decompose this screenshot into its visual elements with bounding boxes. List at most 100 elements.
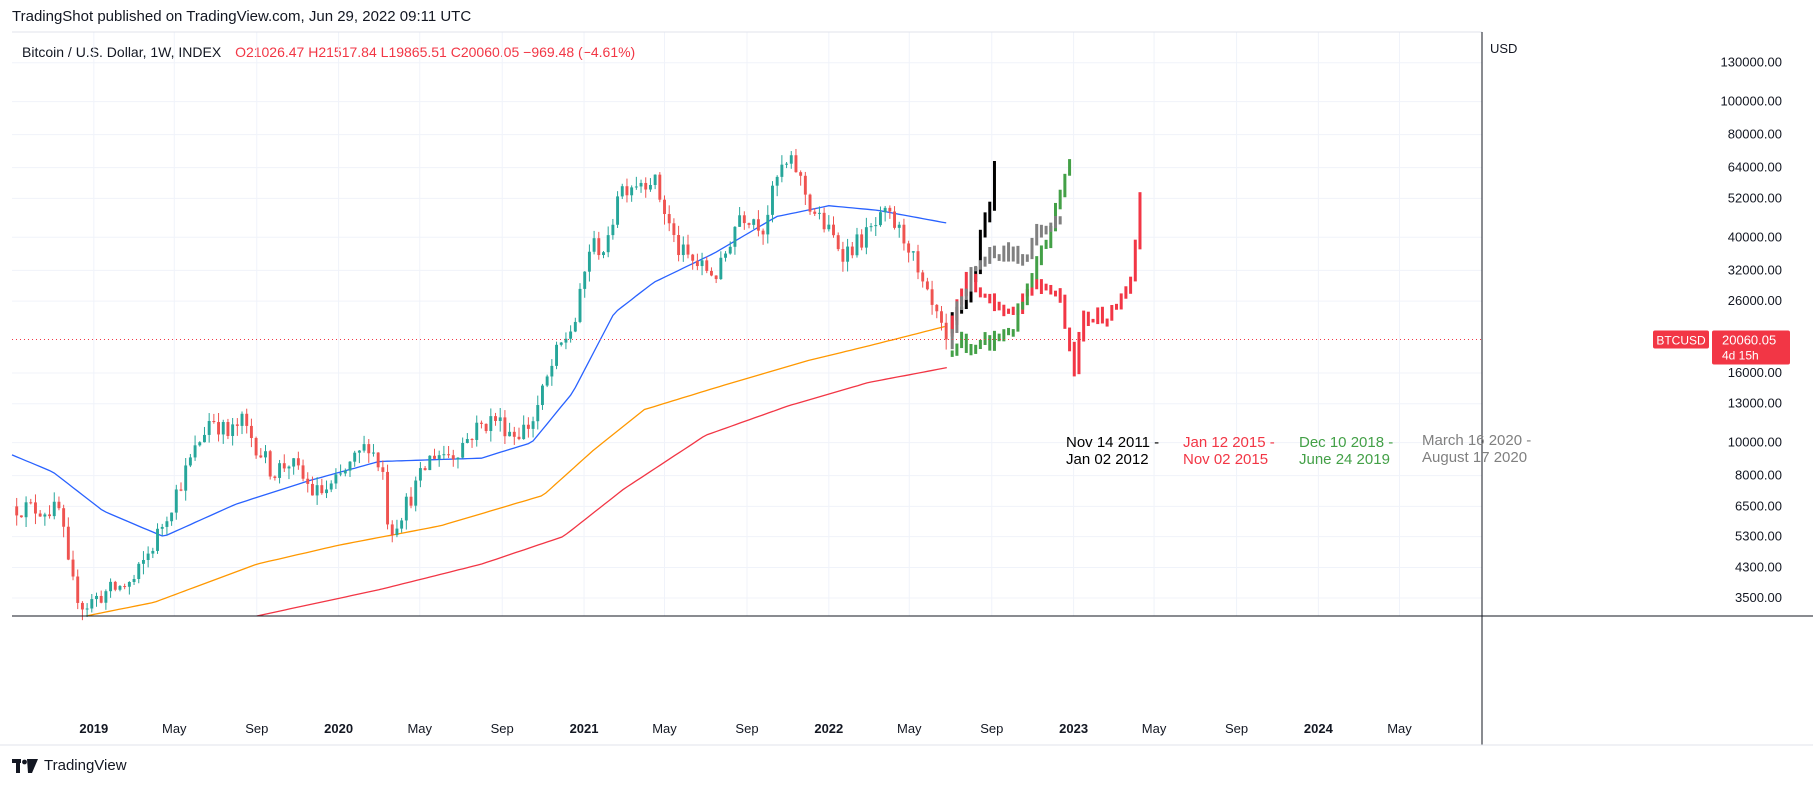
candle-body bbox=[663, 199, 666, 215]
candle bbox=[437, 450, 441, 467]
candle-body bbox=[343, 470, 347, 474]
candle-body bbox=[156, 528, 159, 551]
time-tick-label: Sep bbox=[245, 721, 268, 736]
candle bbox=[832, 216, 835, 238]
candle-body bbox=[799, 172, 803, 176]
price-axis[interactable]: USD 3500.00 4300.00 5300.00 6500.00 8000.00 10… bbox=[1490, 41, 1790, 605]
candle bbox=[80, 601, 84, 621]
candle-body bbox=[217, 422, 221, 435]
candle-body bbox=[240, 413, 244, 426]
candle-body bbox=[916, 251, 920, 273]
candle bbox=[231, 417, 235, 446]
candle bbox=[414, 476, 418, 512]
candle-body bbox=[803, 175, 807, 195]
candle bbox=[752, 218, 756, 230]
time-tick-label: May bbox=[162, 721, 187, 736]
price-tick-label: 52000.00 bbox=[1728, 190, 1782, 205]
candle-body bbox=[789, 155, 793, 164]
candle bbox=[19, 515, 23, 518]
candle-body bbox=[691, 254, 695, 261]
candle-body bbox=[437, 455, 441, 459]
candle bbox=[583, 271, 587, 298]
tradingview-logo-icon bbox=[12, 758, 38, 773]
candle-body bbox=[306, 478, 310, 484]
candle bbox=[489, 408, 493, 442]
candle-body bbox=[827, 224, 831, 230]
candle-body bbox=[151, 550, 155, 554]
candle bbox=[188, 453, 192, 468]
candle-body bbox=[888, 207, 892, 212]
candle-body bbox=[944, 322, 948, 340]
price-tick-label: 32000.00 bbox=[1728, 262, 1782, 277]
candle bbox=[799, 170, 803, 186]
candle-body bbox=[287, 466, 291, 469]
candle-body bbox=[207, 420, 211, 435]
candle bbox=[686, 234, 690, 259]
candle bbox=[320, 478, 324, 495]
candle-body bbox=[738, 215, 742, 227]
candle bbox=[306, 472, 310, 493]
candle-body bbox=[780, 164, 784, 177]
candle bbox=[803, 171, 807, 205]
candle-body bbox=[536, 405, 540, 422]
candle bbox=[264, 445, 267, 464]
candle-body bbox=[414, 480, 418, 506]
candle-body bbox=[296, 458, 300, 466]
candle bbox=[855, 227, 859, 258]
candle-body bbox=[264, 451, 267, 458]
candle bbox=[456, 457, 460, 469]
price-tick-label: 6500.00 bbox=[1735, 498, 1782, 513]
time-axis[interactable]: 2019 May Sep 2020 May Sep 2021 May Sep 2022 May Sep… bbox=[79, 721, 1412, 736]
symbol-title[interactable]: Bitcoin / U.S. Dollar, 1W, INDEX bbox=[22, 44, 222, 60]
candle bbox=[573, 317, 577, 333]
candle-body bbox=[940, 311, 943, 323]
tradingview-footer[interactable]: TradingView bbox=[12, 757, 127, 774]
candle-body bbox=[24, 502, 28, 518]
time-tick-label: May bbox=[1142, 721, 1167, 736]
candle-body bbox=[184, 465, 188, 491]
candle bbox=[118, 585, 122, 592]
candle-body bbox=[526, 424, 530, 429]
candle bbox=[123, 583, 127, 590]
candle bbox=[390, 520, 394, 543]
candle bbox=[151, 547, 155, 559]
candle-body bbox=[902, 224, 906, 244]
candle bbox=[864, 217, 868, 255]
candle-body bbox=[705, 260, 709, 271]
time-tick-label: Sep bbox=[491, 721, 514, 736]
candle bbox=[376, 452, 380, 472]
candle bbox=[479, 420, 483, 429]
candle bbox=[418, 461, 422, 488]
candle-body bbox=[423, 468, 427, 471]
candle-body bbox=[165, 521, 169, 527]
candle-body bbox=[667, 214, 671, 224]
candle bbox=[34, 494, 37, 525]
candle bbox=[400, 517, 404, 533]
candle-body bbox=[484, 423, 488, 432]
candle bbox=[442, 445, 446, 460]
candle-body bbox=[573, 321, 577, 332]
candle-body bbox=[860, 234, 864, 248]
candle-body bbox=[817, 212, 821, 214]
candle-body bbox=[592, 238, 596, 252]
candle-body bbox=[578, 288, 582, 322]
candle-body bbox=[587, 251, 591, 272]
annotation-line1: Nov 14 2011 - bbox=[1066, 434, 1159, 451]
candle bbox=[658, 172, 662, 203]
time-tick-label: 2019 bbox=[79, 721, 108, 736]
candle bbox=[146, 546, 150, 568]
candle bbox=[897, 221, 901, 238]
candle-body bbox=[512, 431, 516, 437]
candle bbox=[888, 205, 892, 219]
candle-body bbox=[644, 182, 648, 190]
candle-body bbox=[869, 226, 873, 228]
candle-body bbox=[43, 514, 47, 517]
candle bbox=[733, 226, 737, 255]
candle-body bbox=[724, 253, 727, 258]
candle bbox=[597, 231, 601, 260]
candle-body bbox=[630, 187, 634, 196]
candle bbox=[329, 480, 333, 493]
candle bbox=[911, 251, 915, 261]
candle-body bbox=[282, 463, 286, 469]
